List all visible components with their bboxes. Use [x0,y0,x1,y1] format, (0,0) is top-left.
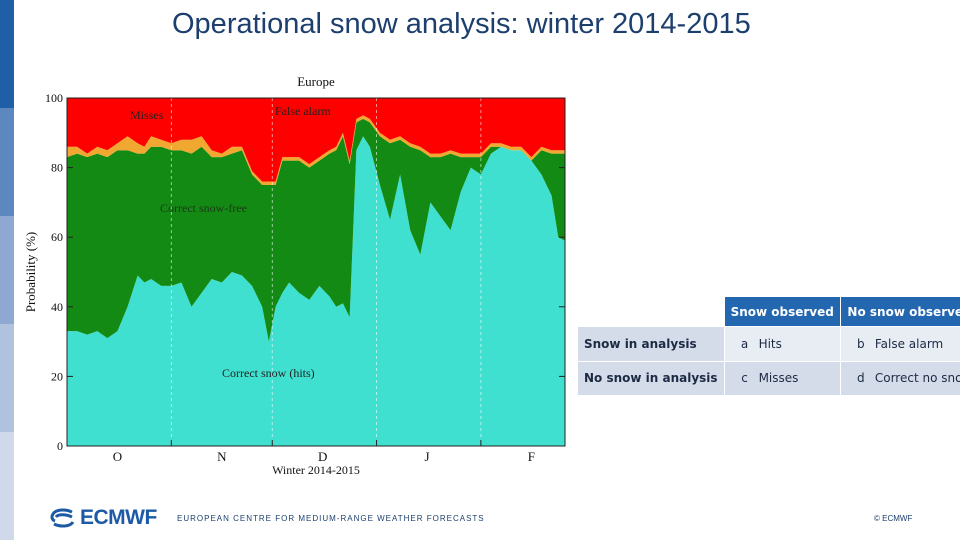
cell-text: Correct no snow [874,371,960,386]
side-strip-3 [0,216,14,324]
x-tick-label: N [217,449,227,464]
footer-organisation: EUROPEAN CENTRE FOR MEDIUM-RANGE WEATHER… [177,514,485,523]
cell-letter: b [857,336,865,351]
slide-title: Operational snow analysis: winter 2014-2… [172,8,751,40]
series-area-3 [67,98,565,182]
contingency-table: Snow observed No snow observed Snow in a… [577,296,960,396]
cell-letter: c [741,371,748,386]
annotation-false-alarm: False alarm [275,104,331,118]
row-label-snow-in-analysis: Snow in analysis [577,326,725,362]
y-tick-label: 0 [57,439,63,453]
x-tick-label: D [318,449,327,464]
x-tick-label: O [113,449,122,464]
annotation-correct-snow-hits: Correct snow (hits) [222,366,315,380]
annotation-misses: Misses [130,108,164,122]
table-corner [577,296,725,327]
cell-text: Misses [758,371,799,386]
y-tick-label: 20 [51,369,63,383]
y-tick-label: 80 [51,161,63,175]
x-tick-label: J [425,449,430,464]
annotation-correct-snow-free: Correct snow-free [160,201,247,215]
y-tick-label: 100 [45,91,63,105]
ecmwf-logo-text: ECMWF [80,506,157,529]
row-label-no-snow-in-analysis: No snow in analysis [577,360,725,396]
side-strip-5 [0,432,14,540]
footer-copyright: © ECMWF [874,514,913,523]
y-tick-label: 60 [51,230,63,244]
cell-correct-no-snow: d Correct no snow [839,360,960,396]
cell-text: Hits [758,336,782,351]
cell-false-alarm: b False alarm [839,326,960,362]
y-tick-label: 40 [51,300,63,314]
header-snow-observed: Snow observed [723,296,841,327]
series-area-1 [67,118,565,342]
chart-title: Europe [297,74,335,89]
cell-text: False alarm [874,336,944,351]
ecmwf-logo: ECMWF [50,506,157,530]
cell-misses: c Misses [723,360,841,396]
header-no-snow-observed: No snow observed [839,296,960,327]
cell-letter: d [857,371,865,386]
side-strip-4 [0,324,14,432]
side-strip-1 [0,0,14,108]
cell-letter: a [740,336,749,351]
table-header-row: Snow observed No snow observed [577,296,960,327]
table-row: Snow in analysis a Hits b False alarm [577,326,960,362]
cell-hits: a Hits [723,326,841,362]
plot-frame [66,97,566,447]
ecmwf-logo-icon [50,508,75,528]
x-tick-label: F [528,449,535,464]
table-row: No snow in analysis c Misses d Correct no … [577,360,960,396]
x-axis-label: Winter 2014-2015 [272,463,360,477]
series-area-0 [67,136,565,446]
y-axis-label: Probability (%) [23,232,38,313]
side-strip-2 [0,108,14,216]
